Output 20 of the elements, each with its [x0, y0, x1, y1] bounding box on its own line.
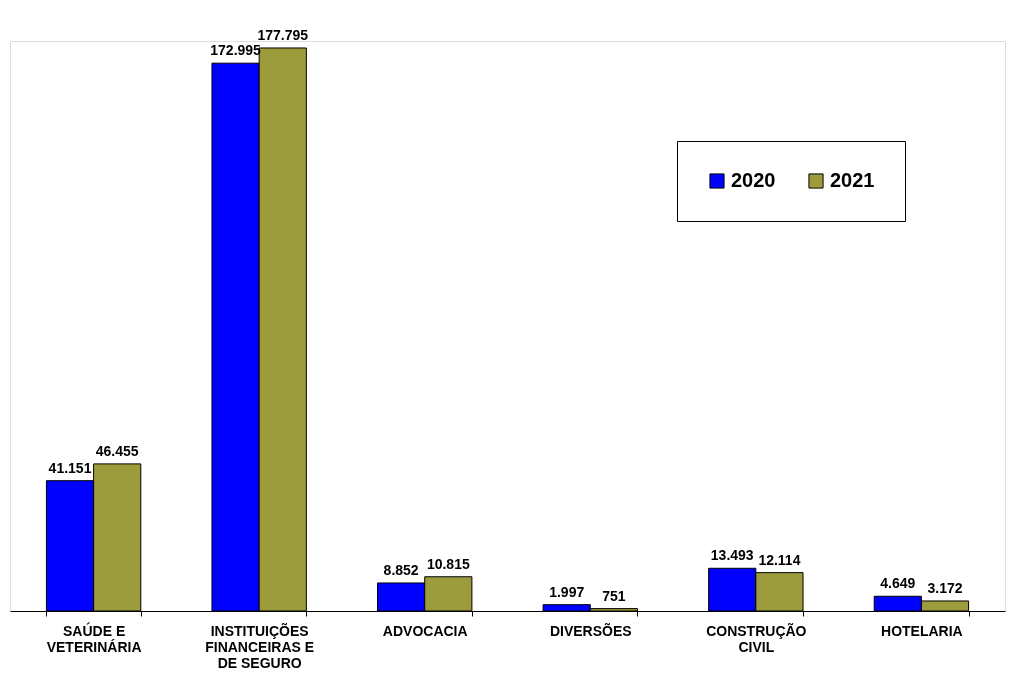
- data-label: 172.995: [210, 42, 262, 59]
- data-label: 46.455: [95, 442, 139, 459]
- x-tick-label: ADVOCACIA: [382, 622, 468, 639]
- data-label: 8.852: [383, 561, 419, 578]
- x-tick-label: INSTITUIÇÕES FINANCEIRAS E DE SEGURO: [205, 621, 315, 671]
- legend-label: 2021: [830, 169, 875, 191]
- data-label: 4.649: [880, 575, 916, 592]
- x-tick-label: HOTELARIA: [881, 622, 963, 639]
- x-tick-label: DIVERSÕES: [549, 621, 632, 639]
- data-label: 177.795: [257, 26, 309, 43]
- data-label: 1.997: [549, 583, 585, 600]
- data-label: 751: [602, 587, 626, 604]
- legend-label: 2020: [731, 169, 776, 191]
- data-label: 3.172: [927, 579, 963, 596]
- data-label: 10.815: [426, 555, 470, 572]
- data-label: 12.114: [758, 551, 801, 568]
- data-label: 41.151: [48, 459, 92, 476]
- x-tick-label: SAÚDE E VETERINÁRIA: [46, 621, 142, 655]
- x-tick-label: CONSTRUÇÃO CIVIL: [706, 621, 807, 655]
- data-label: 13.493: [710, 547, 754, 564]
